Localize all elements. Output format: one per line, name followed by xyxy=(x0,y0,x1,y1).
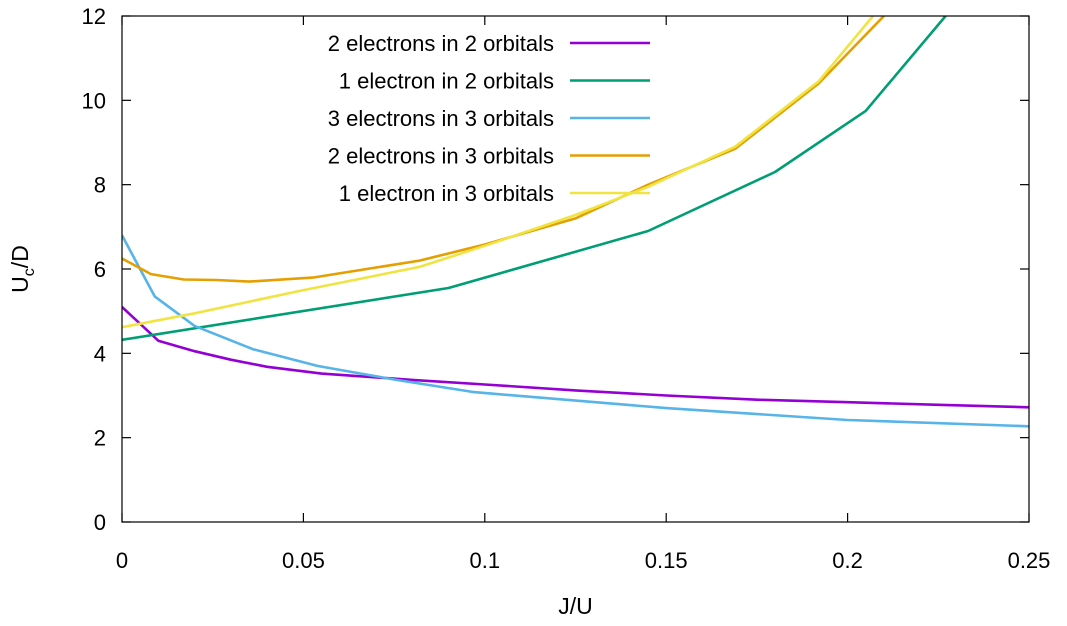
legend-label: 1 electron in 2 orbitals xyxy=(339,69,554,94)
x-tick-label: 0.25 xyxy=(1008,548,1051,573)
x-tick-label: 0.1 xyxy=(470,548,501,573)
legend-label: 1 electron in 3 orbitals xyxy=(339,181,554,206)
x-tick-label: 0.15 xyxy=(645,548,688,573)
y-tick-label: 6 xyxy=(94,257,106,282)
x-tick-label: 0.2 xyxy=(832,548,863,573)
series-line-2 xyxy=(122,16,947,342)
series-line-5 xyxy=(122,16,874,329)
y-axis-label-subscript: c xyxy=(21,268,38,276)
series-layer xyxy=(122,16,1029,428)
y-tick-label: 8 xyxy=(94,173,106,198)
y-tick-label: 2 xyxy=(94,426,106,451)
y-axis-label-rest: /D xyxy=(7,245,33,268)
series-line-1 xyxy=(122,306,1029,409)
x-axis-label: J/U xyxy=(558,593,593,619)
y-tick-label: 12 xyxy=(82,4,106,29)
y-axis-label-base: U xyxy=(7,276,33,293)
y-tick-label: 10 xyxy=(82,88,106,113)
legend-label: 3 electrons in 3 orbitals xyxy=(328,106,554,131)
legend-label: 2 electrons in 3 orbitals xyxy=(328,144,554,169)
x-tick-label: 0.05 xyxy=(282,548,325,573)
y-axis-label: Uc/D xyxy=(7,245,38,293)
y-tick-label: 0 xyxy=(94,510,106,535)
legend-label: 2 electrons in 2 orbitals xyxy=(328,31,554,56)
y-tick-label: 4 xyxy=(94,341,106,366)
series-line-3 xyxy=(122,234,1029,428)
ticks-layer: 0 0.05 0.1 0.15 0.2 0.25 0 2 4 6 8 10 12 xyxy=(82,4,1051,573)
legend: 2 electrons in 2 orbitals 1 electron in 2… xyxy=(328,31,650,206)
x-tick-label: 0 xyxy=(116,548,128,573)
series-line-4 xyxy=(122,16,885,283)
